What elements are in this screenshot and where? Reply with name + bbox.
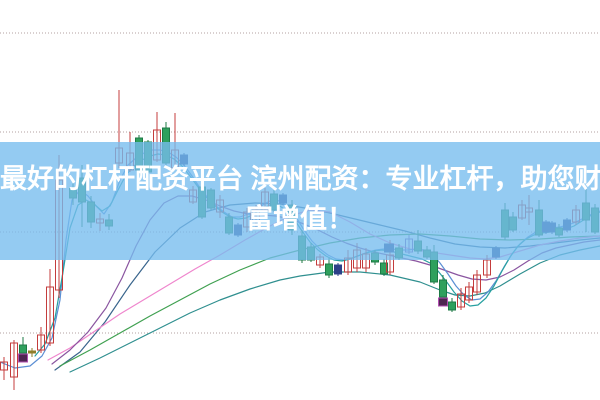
markers xyxy=(18,243,448,363)
candle-body-u xyxy=(473,274,481,293)
promo-text-line2: 富增值！ xyxy=(246,204,354,234)
magenta-box xyxy=(18,353,28,363)
candle-body-d xyxy=(325,263,333,276)
candle-body-u xyxy=(483,259,491,276)
candle-body-u xyxy=(46,286,54,344)
magenta-box xyxy=(438,297,448,307)
candle-body-d xyxy=(439,279,447,298)
promo-banner: 最好的杠杆配资平台 滨州配资：专业杠杆，助您财 富增值！ xyxy=(0,142,600,260)
candle-body-d xyxy=(19,344,27,354)
candle-body-u xyxy=(465,286,473,301)
candle-body-u xyxy=(10,342,18,378)
candle-body-n xyxy=(334,264,342,275)
candle-body-u xyxy=(0,361,8,371)
candle-body-d xyxy=(380,262,388,275)
candle-body-u xyxy=(37,334,45,351)
candle-body-u xyxy=(457,293,465,308)
candle-body-d xyxy=(448,301,456,311)
promo-text-line1: 最好的杠杆配资平台 滨州配资：专业杠杆，助您财 xyxy=(0,164,600,194)
candle-body-o xyxy=(28,350,36,354)
